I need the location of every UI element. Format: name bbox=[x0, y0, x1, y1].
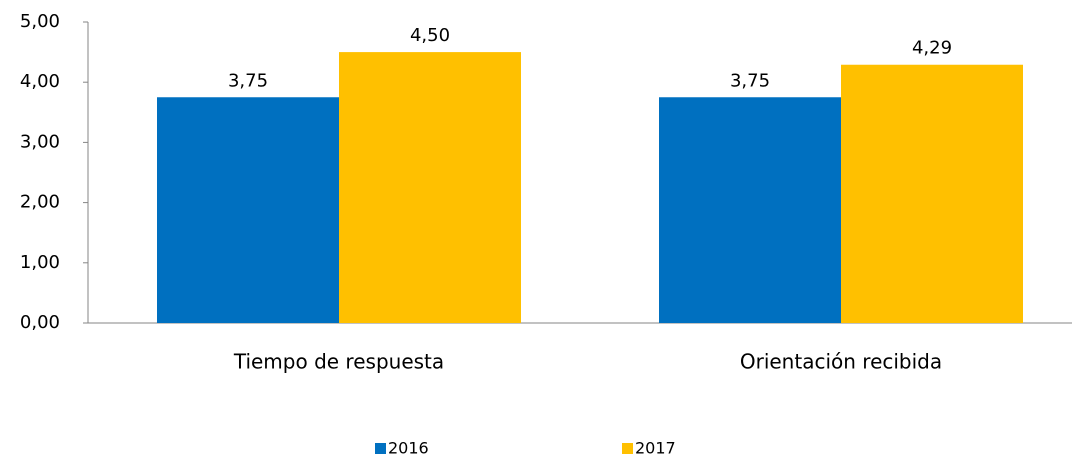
y-tick-label: 0,00 bbox=[20, 312, 60, 333]
value-label: 3,75 bbox=[228, 70, 268, 91]
y-tick-label: 2,00 bbox=[20, 192, 60, 213]
bar bbox=[841, 64, 1023, 323]
legend-swatch bbox=[375, 443, 386, 454]
legend-swatch bbox=[622, 443, 633, 454]
value-label: 4,29 bbox=[912, 38, 952, 59]
value-label: 3,75 bbox=[730, 70, 770, 91]
legend-label: 2016 bbox=[388, 439, 429, 458]
value-label: 4,50 bbox=[410, 25, 450, 46]
legend-label: 2017 bbox=[635, 439, 676, 458]
bar bbox=[157, 97, 339, 323]
y-tick-label: 4,00 bbox=[20, 71, 60, 92]
y-tick-label: 3,00 bbox=[20, 131, 60, 152]
y-tick-label: 1,00 bbox=[20, 252, 60, 273]
x-tick-label: Tiempo de respuesta bbox=[233, 350, 444, 374]
bar bbox=[659, 97, 841, 323]
y-tick-label: 5,00 bbox=[20, 11, 60, 32]
bar bbox=[339, 52, 521, 323]
x-tick-label: Orientación recibida bbox=[740, 350, 942, 374]
